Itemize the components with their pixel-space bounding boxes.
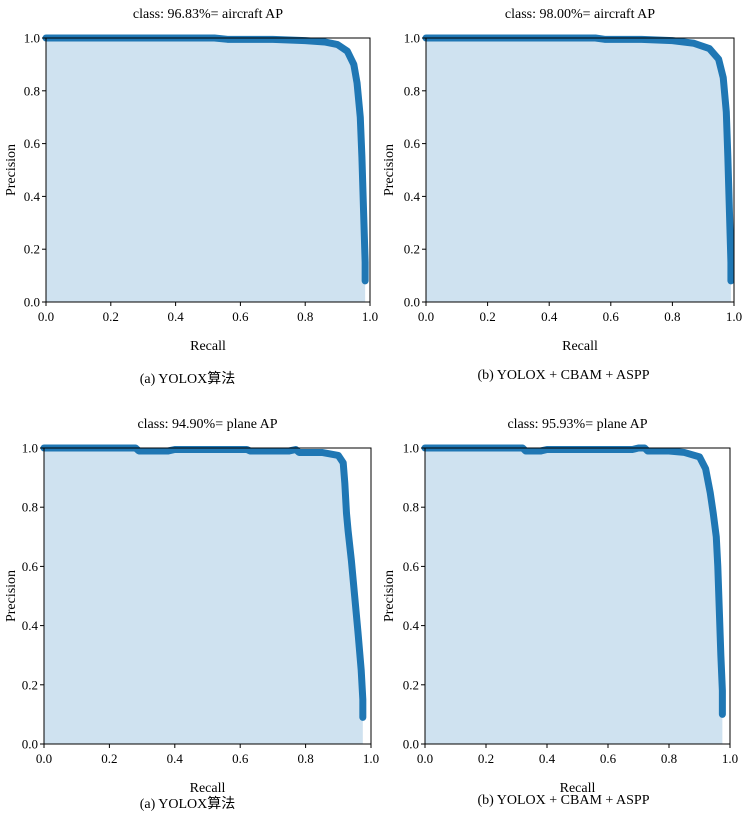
y-tick-label: 0.6 <box>24 136 41 151</box>
y-tick-label: 1.0 <box>24 31 40 46</box>
y-tick-label: 1.0 <box>403 441 419 456</box>
x-tick-label: 0.6 <box>232 309 249 324</box>
chart-panel-1: 0.0 0.2 0.4 0.6 0.8 1.0 0.0 0.2 0.4 0.6 0.8 1.0 clas… <box>0 0 378 400</box>
chart-panel-4: 0.0 0.2 0.4 0.6 0.8 1.0 0.0 0.2 0.4 0.6 0.8 1.0 clas… <box>378 410 749 817</box>
chart-caption-1: (a) YOLOX算法 <box>139 372 236 387</box>
chart-caption-2: (b) YOLOX + CBAM + ASPP <box>477 368 650 383</box>
y-tick-label: 0.8 <box>24 83 40 98</box>
y-axis-label: Precision <box>4 570 19 622</box>
y-tick-label: 0.2 <box>404 242 420 257</box>
axes-frame <box>424 447 731 745</box>
axes-frame <box>45 37 371 303</box>
chart-panel-2: 0.0 0.2 0.4 0.6 0.8 1.0 0.0 0.2 0.4 0.6 0.8 1.0 clas… <box>378 0 749 400</box>
x-tick-label: 0.4 <box>167 751 184 766</box>
y-tick-label: 0.2 <box>24 242 40 257</box>
chart-caption-3: (a) YOLOX算法 <box>139 797 236 812</box>
y-tick-label: 0.2 <box>22 677 38 692</box>
x-tick-label: 0.4 <box>167 309 184 324</box>
x-tick-label: 0.8 <box>297 751 313 766</box>
x-axis-label: Recall <box>560 781 596 796</box>
x-tick-label: 0.8 <box>664 309 680 324</box>
chart-title: class: 96.83%= aircraft AP <box>133 7 283 22</box>
y-tick-label: 0.0 <box>22 737 38 752</box>
x-tick-label: 0.0 <box>38 309 54 324</box>
pr-curve-line <box>42 34 369 285</box>
axes-frame <box>43 447 372 745</box>
chart-title: class: 98.00%= aircraft AP <box>505 7 655 22</box>
x-tick-label: 0.4 <box>541 309 558 324</box>
y-axis-label: Precision <box>4 144 19 196</box>
x-tick-label: 0.6 <box>232 751 249 766</box>
x-tick-label: 0.2 <box>103 309 119 324</box>
pr-area-fill <box>46 38 366 302</box>
y-tick-label: 0.6 <box>22 559 39 574</box>
x-tick-label: 0.8 <box>661 751 677 766</box>
y-tick-label: 0.0 <box>403 737 419 752</box>
x-tick-label: 1.0 <box>362 309 378 324</box>
y-tick-label: 0.0 <box>404 295 420 310</box>
x-tick-label: 0.6 <box>600 751 617 766</box>
y-axis-label: Precision <box>382 570 397 622</box>
x-tick-label: 0.6 <box>603 309 620 324</box>
chart-panel-3: 0.0 0.2 0.4 0.6 0.8 1.0 0.0 0.2 0.4 0.6 0.8 1.0 clas… <box>0 410 379 817</box>
y-tick-label: 0.8 <box>403 500 419 515</box>
y-tick-label: 0.8 <box>404 83 420 98</box>
axes-frame <box>425 37 735 303</box>
y-tick-label: 0.6 <box>403 559 420 574</box>
x-axis-label: Recall <box>190 781 226 796</box>
y-tick-label: 0.4 <box>403 618 420 633</box>
x-tick-label: 0.0 <box>36 751 52 766</box>
x-tick-label: 0.2 <box>101 751 117 766</box>
pr-chart-3: 0.0 0.2 0.4 0.6 0.8 1.0 0.0 0.2 0.4 0.6 0.8 1.0 clas… <box>4 417 379 796</box>
x-tick-label: 0.4 <box>539 751 556 766</box>
x-tick-label: 0.2 <box>478 751 494 766</box>
x-tick-label: 0.0 <box>418 309 434 324</box>
pr-area-fill <box>425 448 723 744</box>
x-axis-label: Recall <box>190 339 226 354</box>
y-tick-label: 0.4 <box>22 618 39 633</box>
pr-chart-4: 0.0 0.2 0.4 0.6 0.8 1.0 0.0 0.2 0.4 0.6 0.8 1.0 clas… <box>382 417 738 796</box>
y-tick-label: 0.8 <box>22 500 38 515</box>
x-tick-label: 1.0 <box>363 751 379 766</box>
pr-area-fill <box>44 448 363 744</box>
pr-curve-line <box>40 444 367 721</box>
pr-chart-1: 0.0 0.2 0.4 0.6 0.8 1.0 0.0 0.2 0.4 0.6 0.8 1.0 clas… <box>4 7 378 354</box>
x-tick-label: 1.0 <box>726 309 742 324</box>
y-tick-label: 0.0 <box>24 295 40 310</box>
y-axis-label: Precision <box>382 144 397 196</box>
y-tick-label: 1.0 <box>22 441 38 456</box>
x-tick-label: 1.0 <box>722 751 738 766</box>
x-tick-label: 0.0 <box>417 751 433 766</box>
y-tick-label: 0.2 <box>403 677 419 692</box>
pr-area-fill <box>426 38 731 302</box>
y-tick-label: 0.4 <box>404 189 421 204</box>
x-tick-label: 0.2 <box>479 309 495 324</box>
chart-caption-4: (b) YOLOX + CBAM + ASPP <box>477 793 650 808</box>
y-tick-label: 0.4 <box>24 189 41 204</box>
x-axis-label: Recall <box>562 339 598 354</box>
chart-title: class: 95.93%= plane AP <box>507 417 647 432</box>
pr-chart-2: 0.0 0.2 0.4 0.6 0.8 1.0 0.0 0.2 0.4 0.6 0.8 1.0 clas… <box>382 7 742 354</box>
y-tick-label: 1.0 <box>404 31 420 46</box>
x-tick-label: 0.8 <box>297 309 313 324</box>
pr-curve-line <box>421 444 726 718</box>
y-tick-label: 0.6 <box>404 136 421 151</box>
chart-title: class: 94.90%= plane AP <box>137 417 277 432</box>
